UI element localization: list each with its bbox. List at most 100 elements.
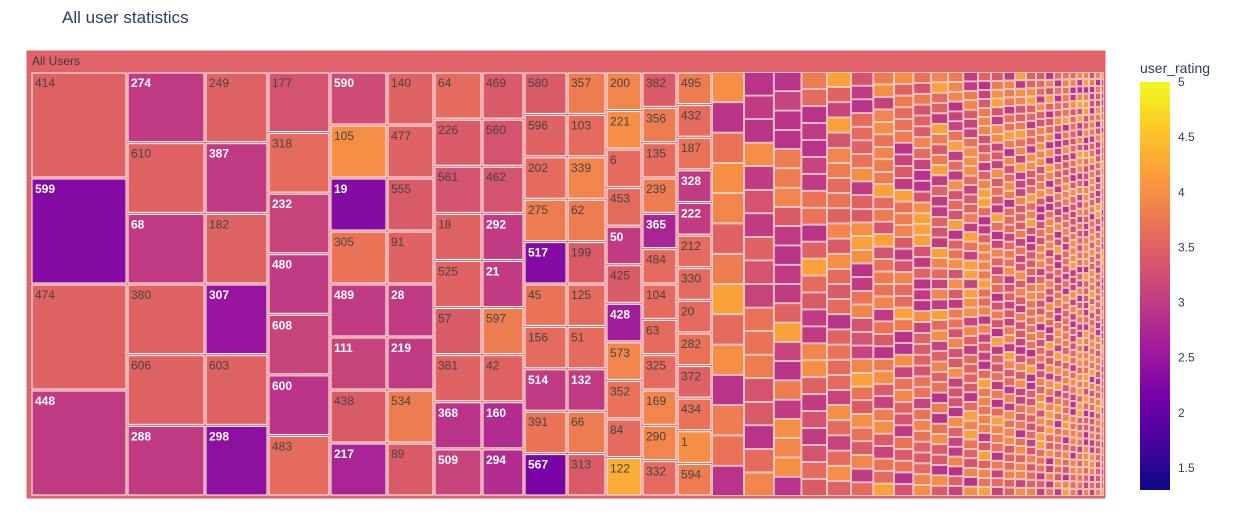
treemap-small-tile[interactable] [1026, 455, 1036, 464]
treemap-small-tile[interactable] [1026, 170, 1036, 178]
treemap-small-tile[interactable] [1015, 421, 1026, 430]
treemap-small-tile[interactable] [913, 213, 932, 225]
treemap-small-tile[interactable] [1036, 276, 1046, 284]
treemap-small-tile[interactable] [873, 433, 894, 446]
treemap-small-tile[interactable] [1101, 181, 1104, 189]
treemap-tile-rect[interactable] [677, 463, 712, 496]
treemap-small-tile[interactable] [1026, 243, 1036, 252]
treemap-small-tile[interactable] [1083, 323, 1089, 331]
treemap-small-tile[interactable] [1062, 444, 1070, 452]
treemap-tile[interactable]: 221 [606, 111, 642, 149]
treemap-small-tile[interactable] [948, 456, 964, 467]
treemap-tile-rect[interactable] [524, 72, 567, 114]
treemap-small-tile[interactable] [773, 399, 802, 419]
treemap-small-tile[interactable] [773, 419, 802, 438]
treemap-small-tile[interactable] [1076, 309, 1083, 317]
treemap-small-tile[interactable] [1076, 215, 1083, 223]
treemap-small-tile[interactable] [773, 264, 802, 284]
treemap-small-tile[interactable] [1083, 201, 1089, 209]
treemap-small-tile[interactable] [1076, 352, 1083, 360]
treemap-tile-rect[interactable] [434, 355, 482, 402]
treemap-small-tile[interactable] [1069, 247, 1077, 255]
treemap-small-tile[interactable] [1026, 365, 1036, 374]
treemap-small-tile[interactable] [851, 85, 874, 100]
treemap-small-tile[interactable] [913, 278, 932, 290]
treemap-small-tile[interactable] [851, 359, 874, 373]
treemap-small-tile[interactable] [1076, 395, 1083, 403]
treemap-small-tile[interactable] [1101, 195, 1104, 202]
treemap-tile-rect[interactable] [642, 284, 677, 319]
treemap-small-tile[interactable] [1054, 147, 1062, 156]
treemap-small-tile[interactable] [977, 279, 991, 289]
treemap-tile[interactable]: 313 [567, 454, 606, 496]
treemap-small-tile[interactable] [1083, 417, 1089, 424]
treemap-small-tile[interactable] [1076, 381, 1083, 389]
treemap-small-tile[interactable] [1062, 302, 1070, 310]
treemap-small-tile[interactable] [1095, 176, 1101, 184]
treemap-small-tile[interactable] [1045, 110, 1054, 119]
treemap-small-tile[interactable] [963, 288, 978, 298]
treemap-small-tile[interactable] [1054, 299, 1062, 307]
treemap-small-tile[interactable] [1026, 259, 1036, 268]
treemap-small-tile[interactable] [948, 387, 964, 398]
treemap-small-tile[interactable] [894, 437, 914, 449]
treemap-small-tile[interactable] [851, 140, 874, 154]
treemap-tile[interactable]: 50 [606, 226, 642, 265]
treemap-small-tile[interactable] [894, 425, 914, 437]
treemap-small-tile[interactable] [1076, 366, 1083, 374]
treemap-small-tile[interactable] [1054, 246, 1062, 254]
treemap-small-tile[interactable] [1015, 188, 1026, 197]
treemap-small-tile[interactable] [1003, 224, 1016, 233]
treemap-small-tile[interactable] [1062, 116, 1070, 124]
treemap-small-tile[interactable] [1036, 425, 1046, 433]
treemap-tile[interactable]: 274 [127, 72, 205, 143]
treemap-tile-rect[interactable] [606, 457, 642, 496]
treemap-small-tile[interactable] [1083, 79, 1089, 87]
treemap-small-tile[interactable] [913, 180, 932, 192]
treemap-tile-rect[interactable] [677, 366, 712, 398]
treemap-tile[interactable]: 305 [330, 231, 387, 284]
treemap-small-tile[interactable] [894, 225, 914, 237]
treemap-small-tile[interactable] [1054, 458, 1062, 466]
treemap-small-tile[interactable] [894, 72, 914, 84]
treemap-small-tile[interactable] [827, 269, 851, 284]
treemap-small-tile[interactable] [977, 487, 991, 496]
treemap-small-tile[interactable] [1083, 338, 1089, 345]
treemap-small-tile[interactable] [1076, 108, 1083, 115]
treemap-tile[interactable]: 66 [567, 411, 606, 454]
treemap-tile[interactable]: 382 [642, 72, 677, 107]
treemap-small-tile[interactable] [1003, 173, 1016, 183]
treemap-small-tile[interactable] [1045, 187, 1054, 196]
treemap-tile-rect[interactable] [677, 202, 712, 235]
treemap-tile[interactable]: 380 [127, 284, 205, 355]
treemap-tile[interactable]: 328 [677, 170, 712, 202]
treemap-tile-rect[interactable] [31, 178, 127, 284]
treemap-small-tile[interactable] [1083, 309, 1089, 317]
treemap-small-tile[interactable] [1026, 227, 1036, 235]
treemap-small-tile[interactable] [827, 147, 851, 163]
treemap-small-tile[interactable] [1069, 459, 1077, 467]
treemap-small-tile[interactable] [712, 253, 744, 284]
treemap-tile[interactable]: 596 [524, 114, 567, 157]
treemap-small-tile[interactable] [1101, 448, 1104, 455]
treemap-small-tile[interactable] [1076, 388, 1083, 396]
treemap-small-tile[interactable] [991, 346, 1004, 355]
treemap-tile-rect[interactable] [606, 419, 642, 457]
treemap-small-tile[interactable] [963, 420, 978, 430]
treemap-small-tile[interactable] [977, 288, 991, 298]
treemap-small-tile[interactable] [1026, 398, 1036, 407]
treemap-small-tile[interactable] [1095, 245, 1101, 253]
treemap-small-tile[interactable] [801, 479, 827, 496]
treemap-small-tile[interactable] [1101, 386, 1104, 394]
treemap-small-tile[interactable] [913, 235, 932, 246]
treemap-small-tile[interactable] [1089, 135, 1095, 143]
treemap-small-tile[interactable] [1089, 383, 1095, 390]
treemap-small-tile[interactable] [1062, 220, 1070, 229]
treemap-tile-rect[interactable] [677, 137, 712, 170]
treemap-small-tile[interactable] [1083, 215, 1089, 223]
treemap-small-tile[interactable] [1062, 235, 1070, 243]
treemap-small-tile[interactable] [948, 131, 964, 141]
treemap-small-tile[interactable] [977, 324, 991, 334]
treemap-small-tile[interactable] [931, 465, 948, 476]
treemap-small-tile[interactable] [1101, 427, 1104, 435]
